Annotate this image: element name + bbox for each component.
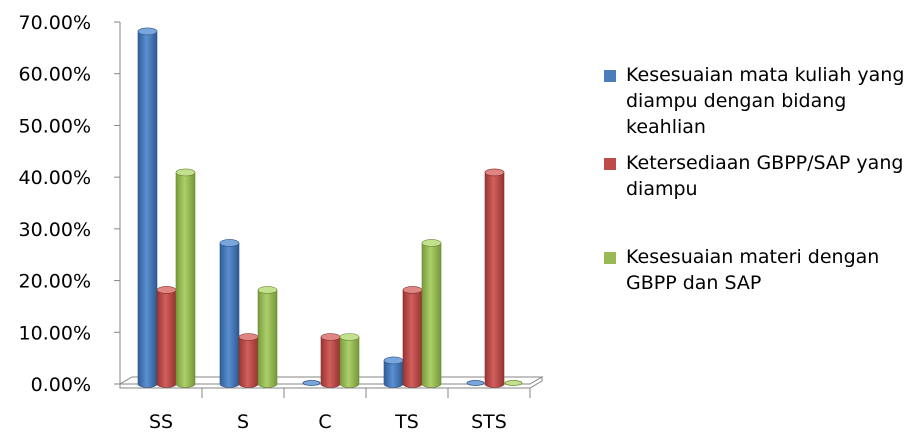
x-category-label: C — [318, 411, 331, 433]
legend-swatch-red — [604, 158, 616, 170]
legend-label: Ketersediaan GBPP/SAP yang diampu — [626, 152, 904, 200]
y-tick-label: 50.00% — [19, 115, 91, 137]
x-category-label: TS — [394, 411, 419, 433]
bar — [137, 27, 158, 388]
legend-entry-series-1: Kesesuaian mata kuliah yang diampu denga… — [604, 62, 914, 140]
y-tick-label: 20.00% — [19, 271, 91, 293]
chart-legend: Kesesuaian mata kuliah yang diampu denga… — [604, 62, 914, 296]
bar — [402, 286, 423, 388]
bar — [339, 333, 360, 388]
legend-entry-series-2: Ketersediaan GBPP/SAP yang diampu — [604, 150, 914, 202]
y-tick-label: 40.00% — [19, 167, 91, 189]
y-tick-label: 10.00% — [19, 322, 91, 344]
bar — [466, 380, 485, 386]
bar — [156, 286, 177, 388]
legend-swatch-green — [604, 252, 616, 264]
y-tick-label: 60.00% — [19, 64, 91, 86]
bar — [504, 380, 523, 386]
legend-entry-series-3: Kesesuaian materi dengan GBPP dan SAP — [604, 244, 914, 296]
y-tick-label: 30.00% — [19, 219, 91, 241]
y-tick-label: 70.00% — [19, 12, 91, 34]
bar — [257, 286, 278, 388]
legend-label: Kesesuaian materi dengan GBPP dan SAP — [626, 246, 880, 294]
bar — [238, 333, 259, 388]
legend-label: Kesesuaian mata kuliah yang diampu denga… — [626, 64, 905, 138]
bar — [484, 168, 505, 388]
x-category-label: STS — [471, 411, 507, 433]
x-category-label: S — [237, 411, 249, 433]
bar — [219, 239, 240, 388]
legend-swatch-blue — [604, 70, 616, 82]
bar — [320, 333, 341, 388]
bar — [421, 239, 442, 388]
y-tick-label: 0.00% — [31, 374, 91, 396]
x-category-label: SS — [149, 411, 173, 433]
bar — [175, 168, 196, 388]
bar — [302, 380, 321, 386]
bar — [383, 356, 404, 388]
